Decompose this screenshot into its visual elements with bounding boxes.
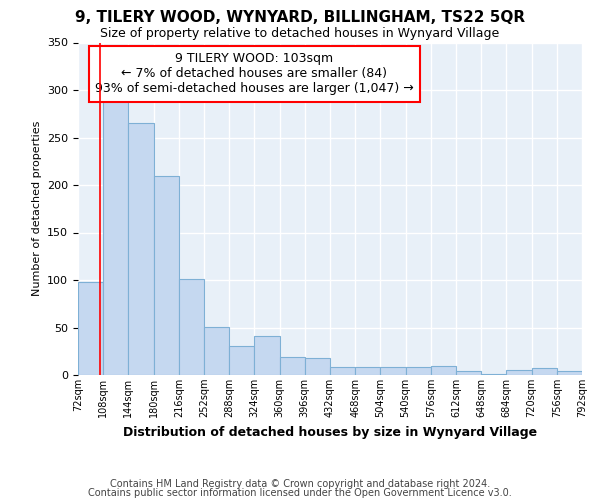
X-axis label: Distribution of detached houses by size in Wynyard Village: Distribution of detached houses by size …: [123, 426, 537, 438]
Text: Contains public sector information licensed under the Open Government Licence v3: Contains public sector information licen…: [88, 488, 512, 498]
Bar: [380, 368, 406, 375]
Bar: [355, 368, 380, 375]
Bar: [481, 374, 506, 375]
Text: Size of property relative to detached houses in Wynyard Village: Size of property relative to detached ho…: [100, 28, 500, 40]
Bar: [204, 326, 229, 375]
Y-axis label: Number of detached properties: Number of detached properties: [32, 121, 41, 296]
Bar: [532, 368, 557, 375]
Text: 9 TILERY WOOD: 103sqm
← 7% of detached houses are smaller (84)
93% of semi-detac: 9 TILERY WOOD: 103sqm ← 7% of detached h…: [95, 52, 414, 96]
Bar: [128, 123, 154, 375]
Bar: [406, 368, 431, 375]
Bar: [280, 357, 305, 375]
Bar: [506, 370, 532, 375]
Bar: [330, 368, 355, 375]
Bar: [431, 366, 456, 375]
Bar: [557, 371, 582, 375]
Bar: [456, 371, 481, 375]
Bar: [229, 346, 254, 375]
Bar: [154, 176, 179, 375]
Text: 9, TILERY WOOD, WYNYARD, BILLINGHAM, TS22 5QR: 9, TILERY WOOD, WYNYARD, BILLINGHAM, TS2…: [75, 10, 525, 25]
Bar: [103, 102, 128, 375]
Bar: [305, 358, 330, 375]
Bar: [179, 279, 204, 375]
Text: Contains HM Land Registry data © Crown copyright and database right 2024.: Contains HM Land Registry data © Crown c…: [110, 479, 490, 489]
Bar: [78, 282, 103, 375]
Bar: [254, 336, 280, 375]
